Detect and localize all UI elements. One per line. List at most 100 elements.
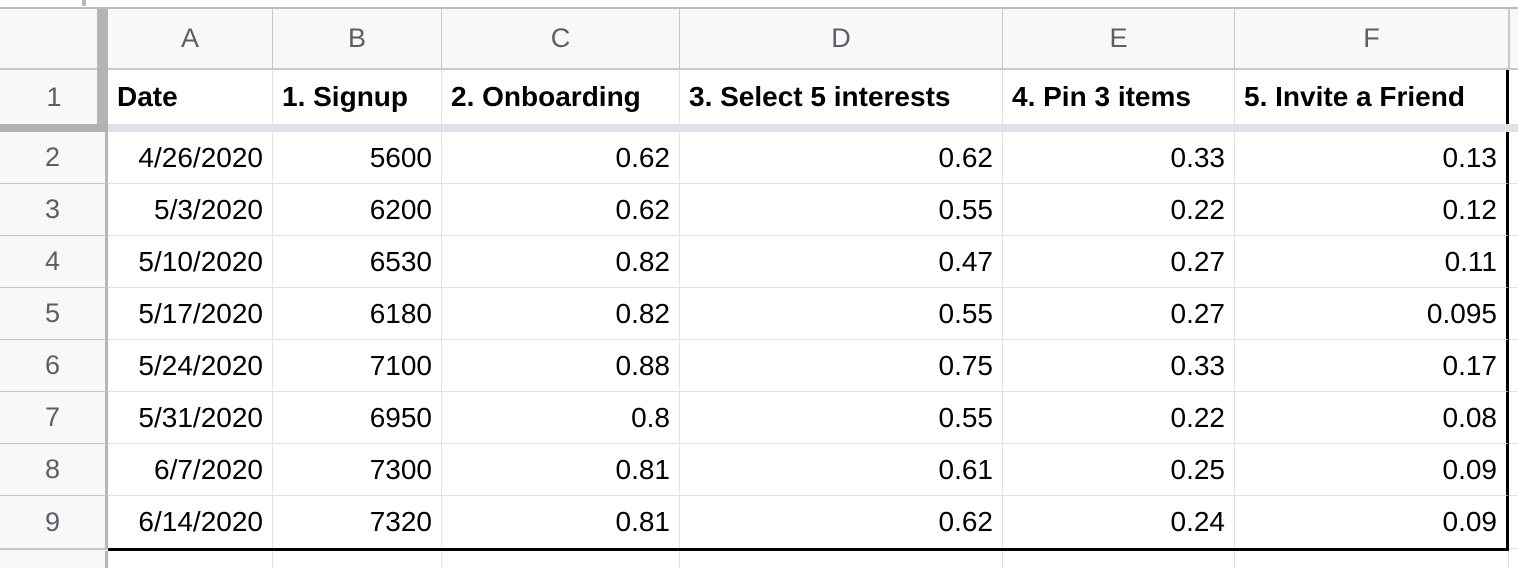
cell-c8[interactable]: 0.81 xyxy=(442,444,680,496)
cell-c1[interactable]: 2. Onboarding xyxy=(442,70,680,124)
column-header-row: A B C D E F xyxy=(0,7,1518,70)
cell-c9[interactable]: 0.81 xyxy=(442,496,680,548)
cell-b3[interactable]: 6200 xyxy=(273,184,442,236)
cell-e2[interactable]: 0.33 xyxy=(1003,132,1235,184)
column-header-f[interactable]: F xyxy=(1235,9,1509,68)
cell-a3[interactable]: 5/3/2020 xyxy=(108,184,273,236)
row-number-4[interactable]: 4 xyxy=(0,236,108,288)
row-number-2[interactable]: 2 xyxy=(0,132,108,184)
frozen-row-divider[interactable] xyxy=(0,124,1518,132)
row-number-1[interactable]: 1 xyxy=(0,70,108,124)
freeze-handle-tick xyxy=(82,0,86,6)
cell-partial-g5 xyxy=(1509,288,1518,340)
sheet-row-8: 8 6/7/2020 7300 0.81 0.61 0.25 0.09 xyxy=(0,444,1518,496)
cell-partial-g6 xyxy=(1509,340,1518,392)
cell-e5[interactable]: 0.27 xyxy=(1003,288,1235,340)
cell-f1[interactable]: 5. Invite a Friend xyxy=(1235,70,1509,124)
cell-c5[interactable]: 0.82 xyxy=(442,288,680,340)
cell-e9[interactable]: 0.24 xyxy=(1003,496,1235,548)
cell-f9[interactable]: 0.09 xyxy=(1235,496,1509,548)
cell-a6[interactable]: 5/24/2020 xyxy=(108,340,273,392)
cell-f5[interactable]: 0.095 xyxy=(1235,288,1509,340)
cell-partial-g3 xyxy=(1509,184,1518,236)
frozen-row-divider-gutter xyxy=(0,124,108,132)
sheet-row-6: 6 5/24/2020 7100 0.88 0.75 0.33 0.17 xyxy=(0,340,1518,392)
cell-d10-partial[interactable] xyxy=(680,551,1003,568)
row-number-8[interactable]: 8 xyxy=(0,444,108,496)
table-bottom-border-gutter xyxy=(0,548,108,551)
cell-d7[interactable]: 0.55 xyxy=(680,392,1003,444)
cell-c2[interactable]: 0.62 xyxy=(442,132,680,184)
cell-a2[interactable]: 4/26/2020 xyxy=(108,132,273,184)
cell-e6[interactable]: 0.33 xyxy=(1003,340,1235,392)
table-bottom-border-line xyxy=(108,548,1509,551)
row-number-6[interactable]: 6 xyxy=(0,340,108,392)
cell-d9[interactable]: 0.62 xyxy=(680,496,1003,548)
cell-f6[interactable]: 0.17 xyxy=(1235,340,1509,392)
sheet-row-4: 4 5/10/2020 6530 0.82 0.47 0.27 0.11 xyxy=(0,236,1518,288)
column-header-d[interactable]: D xyxy=(680,9,1003,68)
cell-b7[interactable]: 6950 xyxy=(273,392,442,444)
cell-a10-partial[interactable] xyxy=(108,551,273,568)
sheet-row-7: 7 5/31/2020 6950 0.8 0.55 0.22 0.08 xyxy=(0,392,1518,444)
cell-e4[interactable]: 0.27 xyxy=(1003,236,1235,288)
row-number-5[interactable]: 5 xyxy=(0,288,108,340)
cell-e8[interactable]: 0.25 xyxy=(1003,444,1235,496)
cell-a8[interactable]: 6/7/2020 xyxy=(108,444,273,496)
sheet-row-3: 3 5/3/2020 6200 0.62 0.55 0.22 0.12 xyxy=(0,184,1518,236)
cell-e1[interactable]: 4. Pin 3 items xyxy=(1003,70,1235,124)
cell-a7[interactable]: 5/31/2020 xyxy=(108,392,273,444)
cell-b10-partial[interactable] xyxy=(273,551,442,568)
cell-d1[interactable]: 3. Select 5 interests xyxy=(680,70,1003,124)
cell-c6[interactable]: 0.88 xyxy=(442,340,680,392)
cell-partial-g2 xyxy=(1509,132,1518,184)
cell-b4[interactable]: 6530 xyxy=(273,236,442,288)
cell-d2[interactable]: 0.62 xyxy=(680,132,1003,184)
cell-d6[interactable]: 0.75 xyxy=(680,340,1003,392)
freeze-pane-vertical-bar[interactable] xyxy=(97,9,108,124)
cell-b8[interactable]: 7300 xyxy=(273,444,442,496)
cell-e10-partial[interactable] xyxy=(1003,551,1235,568)
cell-f8[interactable]: 0.09 xyxy=(1235,444,1509,496)
cell-a9[interactable]: 6/14/2020 xyxy=(108,496,273,548)
cell-d3[interactable]: 0.55 xyxy=(680,184,1003,236)
row-number-3[interactable]: 3 xyxy=(0,184,108,236)
row-number-7[interactable]: 7 xyxy=(0,392,108,444)
cell-c10-partial[interactable] xyxy=(442,551,680,568)
cell-a4[interactable]: 5/10/2020 xyxy=(108,236,273,288)
cell-d5[interactable]: 0.55 xyxy=(680,288,1003,340)
cell-a1[interactable]: Date xyxy=(108,70,273,124)
cell-partial-g8 xyxy=(1509,444,1518,496)
cell-a5[interactable]: 5/17/2020 xyxy=(108,288,273,340)
row-number-10-partial[interactable] xyxy=(0,551,108,568)
cell-b9[interactable]: 7320 xyxy=(273,496,442,548)
select-all-corner[interactable] xyxy=(0,9,108,68)
cell-f7[interactable]: 0.08 xyxy=(1235,392,1509,444)
cell-e3[interactable]: 0.22 xyxy=(1003,184,1235,236)
cell-b1[interactable]: 1. Signup xyxy=(273,70,442,124)
column-header-c[interactable]: C xyxy=(442,9,680,68)
table-bottom-border-sliver xyxy=(1509,548,1518,551)
top-strip xyxy=(0,0,1518,7)
cell-b2[interactable]: 5600 xyxy=(273,132,442,184)
column-header-b[interactable]: B xyxy=(273,9,442,68)
cell-b6[interactable]: 7100 xyxy=(273,340,442,392)
column-header-e[interactable]: E xyxy=(1003,9,1235,68)
cell-f4[interactable]: 0.11 xyxy=(1235,236,1509,288)
cell-partial-g10 xyxy=(1509,551,1518,568)
column-header-a[interactable]: A xyxy=(108,9,273,68)
cell-e7[interactable]: 0.22 xyxy=(1003,392,1235,444)
cell-c3[interactable]: 0.62 xyxy=(442,184,680,236)
cell-d4[interactable]: 0.47 xyxy=(680,236,1003,288)
sheet-row-10-partial xyxy=(0,551,1518,568)
cell-b5[interactable]: 6180 xyxy=(273,288,442,340)
cell-c7[interactable]: 0.8 xyxy=(442,392,680,444)
cell-partial-g4 xyxy=(1509,236,1518,288)
sheet-row-5: 5 5/17/2020 6180 0.82 0.55 0.27 0.095 xyxy=(0,288,1518,340)
cell-c4[interactable]: 0.82 xyxy=(442,236,680,288)
cell-f2[interactable]: 0.13 xyxy=(1235,132,1509,184)
cell-f10-partial[interactable] xyxy=(1235,551,1509,568)
cell-f3[interactable]: 0.12 xyxy=(1235,184,1509,236)
cell-d8[interactable]: 0.61 xyxy=(680,444,1003,496)
row-number-9[interactable]: 9 xyxy=(0,496,108,548)
